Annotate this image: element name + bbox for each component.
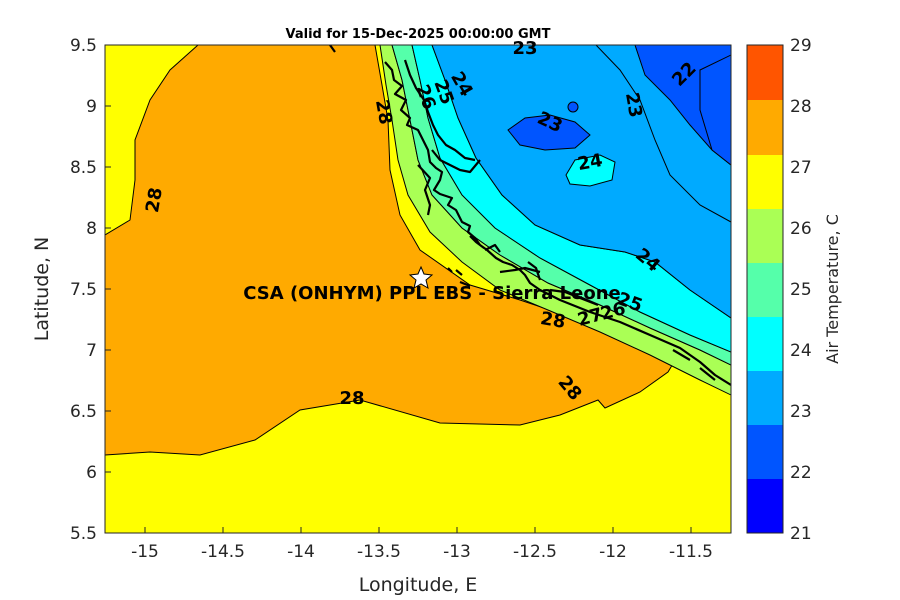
y-tick-label: 7.5: [70, 280, 97, 300]
contour-label-24-island: 24: [576, 150, 604, 175]
x-axis-label: Longitude, E: [359, 574, 478, 596]
contour-label-23-right: 23: [621, 91, 646, 119]
y-tick-label: 9: [86, 97, 97, 117]
y-tick-label: 9.5: [70, 36, 97, 56]
x-tick-label: -13.5: [357, 542, 401, 562]
x-tick-label: -14: [287, 542, 315, 562]
contour-labels: 23 22 23 23 24 25 26 24 24 28 28 28 28 2…: [142, 38, 701, 409]
colorbar-tick: 27: [790, 158, 812, 178]
colorbar-tick: 26: [790, 219, 812, 239]
x-tick-label: -13: [443, 542, 471, 562]
contour-label-28-e: 28: [539, 308, 567, 333]
y-tick-label: 5.5: [70, 524, 97, 544]
colorbar-tick: 23: [790, 402, 812, 422]
x-tick-label: -14.5: [201, 542, 245, 562]
colorbar-tick: 28: [790, 97, 812, 117]
contour-label-23-top: 23: [512, 38, 537, 59]
temperature-field: [105, 45, 731, 533]
colorbar-27-28: [747, 100, 783, 155]
region-22-23-blob: [507, 114, 591, 151]
y-axis: 9.5 9 8.5 8 7.5 7 6.5 6 5.5 Latitude, N: [31, 36, 111, 544]
y-axis-label: Latitude, N: [31, 237, 53, 342]
region-21-22: [699, 54, 731, 166]
colorbar-26-27: [747, 155, 783, 209]
site-label: CSA (ONHYM) PPL EBS - Sierra Leone: [243, 283, 620, 304]
contour-label-28-c: 28: [339, 388, 364, 409]
colorbar-25-26: [747, 209, 783, 263]
y-tick-label: 6.5: [70, 402, 97, 422]
colorbar-23-24: [747, 317, 783, 371]
contour-label-28-b: 28: [371, 98, 396, 126]
plot-title: Valid for 15-Dec-2025 00:00:00 GMT: [286, 27, 551, 42]
colorbar-24-25: [747, 263, 783, 317]
colorbar-28-29-top: [747, 45, 783, 100]
colorbar-20-21: [747, 479, 783, 533]
y-tick-label: 8: [86, 219, 97, 239]
coastline: [329, 45, 731, 386]
x-tick-label: -12.5: [513, 542, 557, 562]
colorbar-22-23: [747, 371, 783, 425]
colorbar-tick: 24: [790, 341, 812, 361]
colorbar-tick: 29: [790, 36, 812, 56]
colorbar-label: Air Temperature, C: [823, 214, 842, 364]
colorbar-tick: 22: [790, 463, 812, 483]
colorbar-tick: 25: [790, 280, 812, 300]
colorbar-tick: 21: [790, 524, 812, 544]
region-24-island: [565, 154, 616, 187]
x-axis: -15 -14.5 -14 -13.5 -13 -12.5 -12 -11.5 …: [131, 527, 713, 596]
site-star-marker[interactable]: [408, 265, 434, 290]
y-tick-label: 8.5: [70, 158, 97, 178]
y-tick-label: 6: [86, 463, 97, 483]
x-tick-label: -12: [599, 542, 627, 562]
x-tick-label: -11.5: [669, 542, 713, 562]
x-tick-label: -15: [131, 542, 159, 562]
contour-label-28-a: 28: [142, 186, 167, 214]
y-tick-label: 7: [86, 341, 97, 361]
colorbar-21-22: [747, 425, 783, 479]
colorbar: 29 28 27 26 25 24 23 22 21 Air Temperatu…: [746, 36, 842, 544]
